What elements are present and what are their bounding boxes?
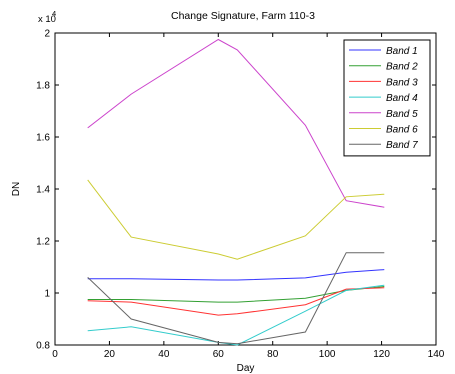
series-lines bbox=[87, 38, 385, 346]
legend: Band 1 Band 2 Band 3 Band 4 Band 5 Band 6 Band… bbox=[343, 39, 431, 157]
y-tick-label: 1.2 bbox=[36, 237, 50, 248]
legend-box bbox=[343, 39, 431, 157]
legend-label-band-7: Band 7 bbox=[386, 140, 418, 151]
series-line-band-5 bbox=[87, 38, 385, 208]
y-tick-label: 1.8 bbox=[36, 81, 50, 92]
x-axis-label: Day bbox=[237, 363, 255, 374]
y-tick-label: 1.4 bbox=[36, 185, 50, 196]
x-tick-label: 0 bbox=[52, 349, 58, 360]
series-line-band-3 bbox=[87, 287, 385, 316]
legend-label-band-3: Band 3 bbox=[386, 77, 418, 88]
x-tick-label: 20 bbox=[104, 349, 116, 360]
series-line-band-7 bbox=[87, 252, 385, 345]
y-tick-label: 1.6 bbox=[36, 133, 50, 144]
legend-label-band-1: Band 1 bbox=[386, 46, 418, 57]
y-tick-label: 1 bbox=[44, 289, 50, 300]
y-tick-label: 2 bbox=[44, 29, 50, 40]
series-line-band-6 bbox=[87, 179, 385, 260]
legend-label-band-2: Band 2 bbox=[386, 62, 418, 73]
x-tick-label: 80 bbox=[267, 349, 279, 360]
x-tick-label: 40 bbox=[158, 349, 170, 360]
legend-label-band-6: Band 6 bbox=[386, 125, 418, 136]
y-axis-multiplier: x 10 4 bbox=[38, 9, 56, 25]
series-line-band-4 bbox=[87, 284, 385, 346]
legend-label-band-4: Band 4 bbox=[386, 93, 418, 104]
y-tick-label: 0.8 bbox=[36, 341, 50, 352]
axis-ticks: 0 20 40 60 80 100 120 140 0.8 1 1.2 1.4 1.6 1.8 2 bbox=[36, 29, 445, 361]
x-tick-label: 100 bbox=[319, 349, 336, 360]
y-multiplier-base: x 10 bbox=[38, 14, 56, 25]
series-line-band-1 bbox=[87, 269, 385, 281]
x-tick-label: 140 bbox=[428, 349, 445, 360]
y-multiplier-exponent: 4 bbox=[52, 9, 56, 18]
y-axis-label: DN bbox=[11, 182, 22, 196]
chart-title: Change Signature, Farm 110-3 bbox=[171, 10, 315, 22]
x-tick-label: 60 bbox=[213, 349, 225, 360]
legend-label-band-5: Band 5 bbox=[386, 109, 418, 120]
x-tick-label: 120 bbox=[373, 349, 390, 360]
